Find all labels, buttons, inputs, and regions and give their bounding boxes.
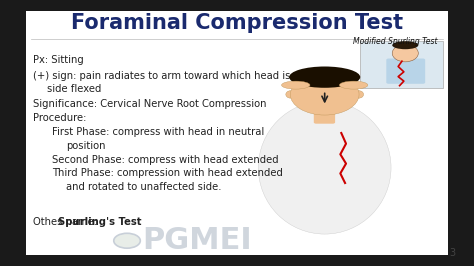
Ellipse shape bbox=[289, 66, 360, 88]
Text: PGMEI: PGMEI bbox=[142, 226, 252, 255]
Text: Foraminal Compression Test: Foraminal Compression Test bbox=[71, 13, 403, 33]
Ellipse shape bbox=[354, 91, 364, 98]
Ellipse shape bbox=[392, 41, 418, 49]
Text: Spurling's Test: Spurling's Test bbox=[58, 217, 141, 227]
Text: and rotated to unaffected side.: and rotated to unaffected side. bbox=[66, 182, 222, 192]
FancyBboxPatch shape bbox=[386, 59, 425, 84]
Text: First Phase: compress with head in neutral: First Phase: compress with head in neutr… bbox=[52, 127, 264, 137]
Text: Significance: Cervical Nerve Root Compression: Significance: Cervical Nerve Root Compre… bbox=[33, 99, 267, 109]
FancyBboxPatch shape bbox=[26, 11, 448, 255]
Ellipse shape bbox=[392, 44, 418, 62]
FancyBboxPatch shape bbox=[360, 41, 443, 88]
Text: Othes name:: Othes name: bbox=[33, 217, 100, 227]
Text: 3: 3 bbox=[449, 248, 455, 258]
Text: Second Phase: compress with head extended: Second Phase: compress with head extende… bbox=[52, 155, 279, 165]
Ellipse shape bbox=[282, 81, 310, 89]
Text: side flexed: side flexed bbox=[47, 84, 102, 94]
Ellipse shape bbox=[290, 74, 359, 115]
Text: position: position bbox=[66, 140, 106, 151]
Ellipse shape bbox=[258, 101, 391, 234]
FancyBboxPatch shape bbox=[314, 105, 335, 124]
Ellipse shape bbox=[286, 91, 295, 98]
Text: Px: Sitting: Px: Sitting bbox=[33, 55, 84, 65]
Text: (+) sign: pain radiates to arm toward which head is: (+) sign: pain radiates to arm toward wh… bbox=[33, 71, 291, 81]
Ellipse shape bbox=[339, 81, 368, 89]
Text: Third Phase: compression with head extended: Third Phase: compression with head exten… bbox=[52, 168, 283, 178]
Text: Procedure:: Procedure: bbox=[33, 113, 87, 123]
Circle shape bbox=[114, 233, 140, 248]
Text: Modified Spurling Test: Modified Spurling Test bbox=[353, 37, 438, 46]
